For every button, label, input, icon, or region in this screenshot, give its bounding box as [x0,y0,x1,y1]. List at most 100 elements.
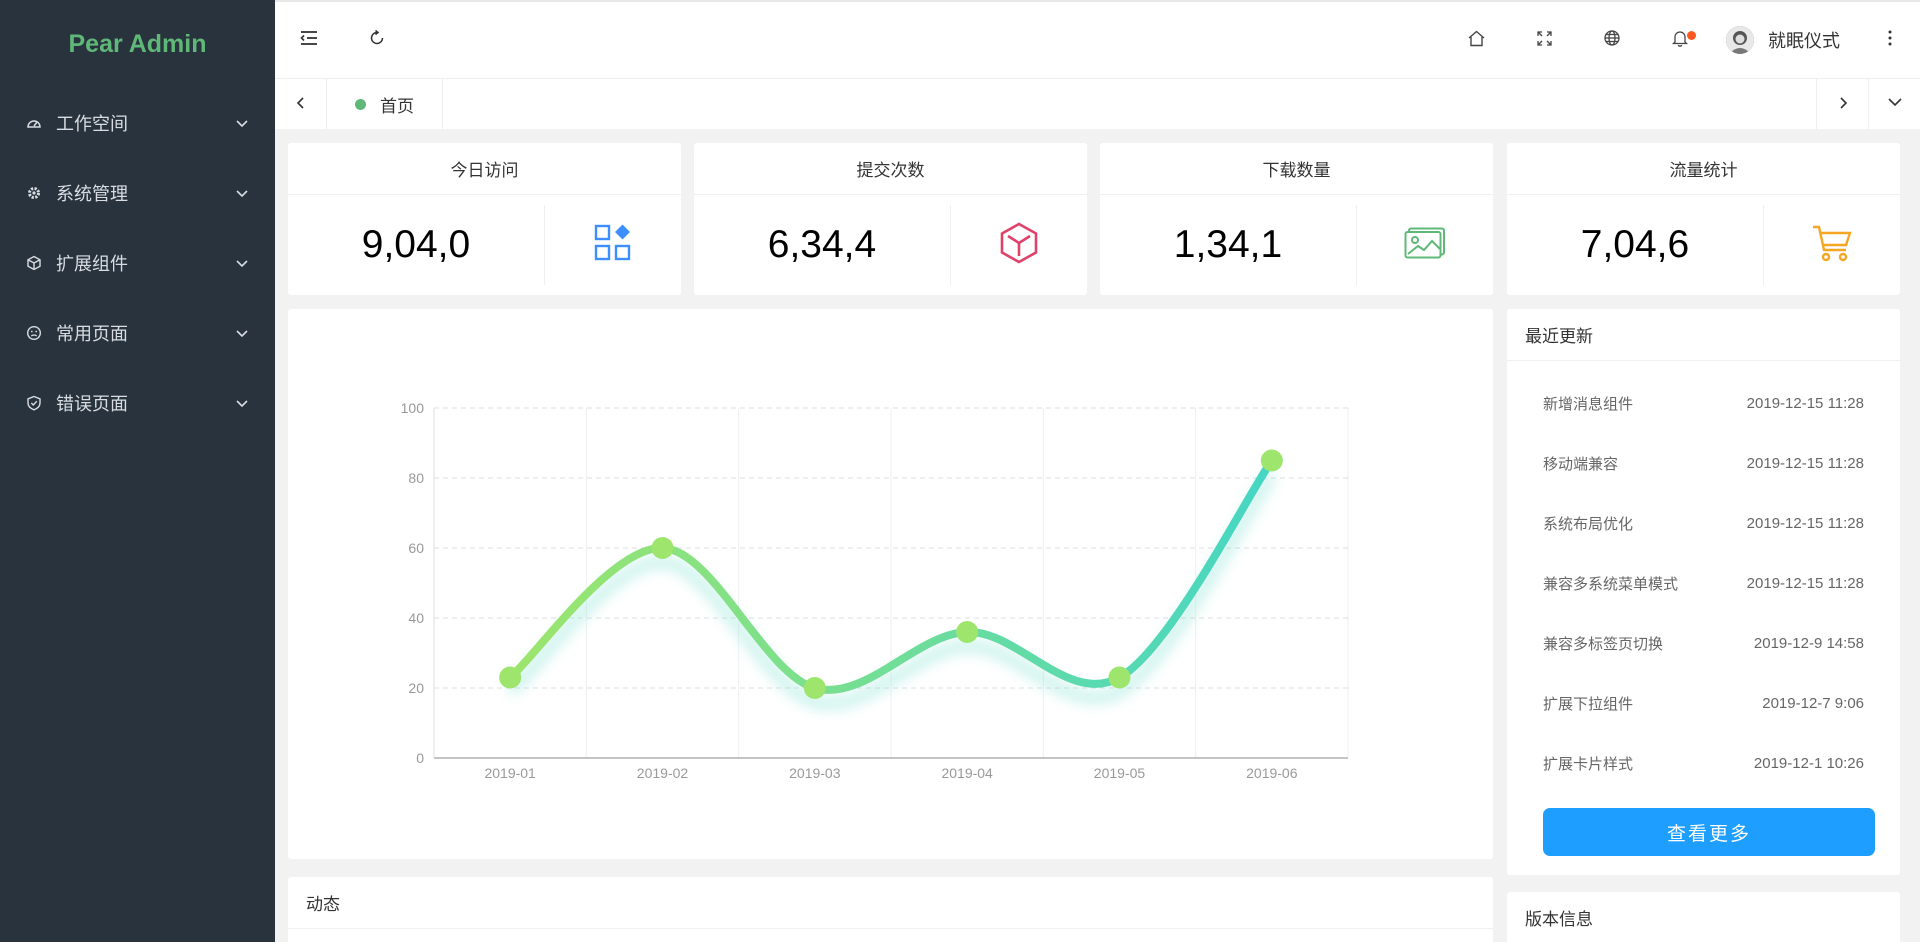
tab-scroll-left-button[interactable] [275,79,327,129]
shield-icon [24,393,44,413]
sidebar-item-extensions[interactable]: 扩展组件 [0,228,275,298]
refresh-button[interactable] [343,2,411,78]
user-name: 就眠仪式 [1768,31,1840,52]
update-title: 兼容多标签页切换 [1543,634,1664,653]
more-options-button[interactable] [1860,2,1920,78]
sidebar-item-common-pages[interactable]: 常用页面 [0,298,275,368]
chevron-down-icon [233,394,251,412]
menu-fold-icon [299,28,319,52]
data-point [1108,666,1131,689]
sidebar-item-workspace[interactable]: 工作空间 [0,88,275,158]
stat-card-downloads: 下载数量 1,34,1 [1100,143,1493,295]
update-date: 2019-12-15 11:28 [1746,514,1864,532]
updates-list: 新增消息组件 2019-12-15 11:28 移动端兼容 2019-12-15 1… [1507,361,1900,793]
y-tick-label: 20 [408,680,424,696]
update-date: 2019-12-15 11:28 [1746,454,1864,472]
update-title: 扩展下拉组件 [1543,694,1634,713]
stat-value: 1,34,1 [1173,223,1283,266]
sidebar-item-label: 常用页面 [56,324,128,345]
sidebar-item-label: 扩展组件 [56,254,128,275]
globe-icon [1603,29,1621,51]
update-item[interactable]: 新增消息组件 2019-12-15 11:28 [1507,373,1900,433]
series-line [506,456,1276,694]
update-item[interactable]: 移动端兼容 2019-12-15 11:28 [1507,433,1900,493]
app-logo[interactable]: Pear Admin [68,29,207,58]
update-item[interactable]: 扩展卡片样式 2019-12-1 10:26 [1507,733,1900,793]
stat-title: 流量统计 [1507,143,1900,195]
apps-icon [593,223,633,267]
view-more-button[interactable]: 查看更多 [1543,808,1875,856]
data-point [651,537,674,559]
series-shadow-path [506,471,1276,709]
update-date: 2019-12-7 9:06 [1762,694,1864,712]
update-date: 2019-12-15 11:28 [1746,394,1864,412]
user-menu[interactable]: 就眠仪式 [1714,26,1860,54]
box-icon [999,222,1039,268]
chevron-down-icon [233,184,251,202]
notification-dot [1687,31,1696,40]
data-point [1260,449,1283,472]
y-tick-label: 60 [408,540,424,556]
home-icon [1467,29,1486,52]
dashboard-icon [24,113,44,133]
line-chart: 0 20 40 60 80 100 2019-01 2019-02 2019-03 2019-04… [401,400,1349,781]
stat-title: 今日访问 [288,143,681,195]
collapse-menu-button[interactable] [275,2,343,78]
update-item[interactable]: 兼容多系统菜单模式 2019-12-15 11:28 [1507,553,1900,613]
tab-options-button[interactable] [1868,79,1920,129]
fullscreen-icon [1536,30,1553,51]
picture-icon [1404,227,1446,263]
sidebar-item-system[interactable]: 系统管理 [0,158,275,228]
update-item[interactable]: 扩展下拉组件 2019-12-7 9:06 [1507,673,1900,733]
version-card: 版本信息 [1507,892,1900,942]
series-line-shadow [506,471,1276,709]
refresh-icon [368,29,386,51]
recent-updates-title: 最近更新 [1507,309,1900,361]
stat-title: 下载数量 [1100,143,1493,195]
tab-label: 首页 [380,96,414,117]
update-title: 移动端兼容 [1543,454,1619,473]
fullscreen-button[interactable] [1510,2,1578,78]
stat-title: 提交次数 [694,143,1087,195]
update-date: 2019-12-9 14:58 [1753,634,1864,652]
recent-updates-card: 最近更新 新增消息组件 2019-12-15 11:28 移动端兼容 2019-12… [1507,309,1900,875]
sidebar-item-error-pages[interactable]: 错误页面 [0,368,275,438]
cart-icon [1811,223,1853,267]
y-tick-label: 40 [408,610,424,626]
update-date: 2019-12-15 11:28 [1746,574,1864,592]
sidebar: Pear Admin 工作空间 系统管理 扩展组件 常用页面 错误页面 [0,0,275,942]
update-title: 系统布局优化 [1543,514,1634,533]
stat-card-traffic: 流量统计 7,04,6 [1507,143,1900,295]
stat-value: 6,34,4 [767,223,877,266]
update-title: 扩展卡片样式 [1543,754,1634,773]
sidebar-item-label: 错误页面 [56,394,128,415]
sidebar-item-label: 系统管理 [56,184,128,205]
update-item[interactable]: 系统布局优化 2019-12-15 11:28 [1507,493,1900,553]
notification-button[interactable] [1646,2,1714,78]
update-title: 新增消息组件 [1543,394,1634,413]
update-date: 2019-12-1 10:26 [1753,754,1864,772]
stat-card-visits: 今日访问 9,04,0 [288,143,681,295]
language-button[interactable] [1578,2,1646,78]
data-point [956,621,979,643]
face-icon [24,323,44,343]
chevron-down-icon [233,254,251,272]
active-tab-dot [355,98,366,110]
x-tick-label: 2019-03 [789,765,841,781]
stat-value: 7,04,6 [1580,223,1690,266]
x-tick-label: 2019-06 [1246,765,1298,781]
x-tick-label: 2019-01 [484,765,536,781]
chevron-down-icon [1887,94,1903,114]
x-tick-label: 2019-02 [637,765,689,781]
version-title: 版本信息 [1507,892,1900,942]
top-header: 就眠仪式 [275,0,1920,78]
update-item[interactable]: 兼容多标签页切换 2019-12-9 14:58 [1507,613,1900,673]
x-tick-label: 2019-04 [941,765,993,781]
home-button[interactable] [1442,2,1510,78]
tab-home[interactable]: 首页 [327,79,443,129]
chevron-right-icon [1836,95,1850,114]
avatar [1726,26,1754,54]
more-vertical-icon [1887,29,1893,51]
data-point [499,666,522,689]
tab-scroll-right-button[interactable] [1816,79,1868,129]
